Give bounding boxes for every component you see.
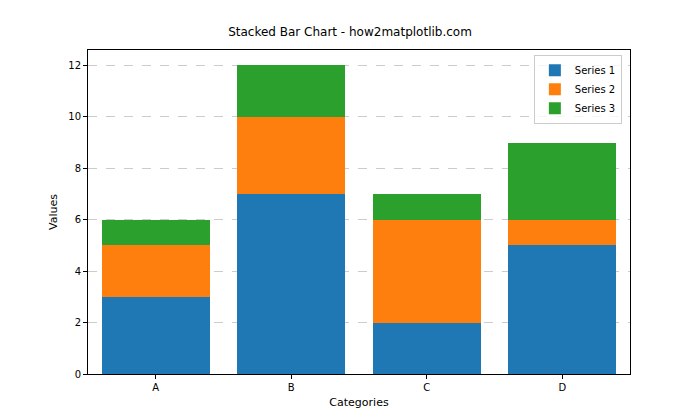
svg-text:12: 12 bbox=[68, 60, 81, 71]
svg-text:Series 1: Series 1 bbox=[575, 65, 615, 76]
svg-text:D: D bbox=[558, 382, 566, 393]
svg-text:6: 6 bbox=[75, 214, 81, 225]
svg-text:2: 2 bbox=[75, 317, 81, 328]
svg-text:Values: Values bbox=[47, 194, 60, 230]
svg-text:A: A bbox=[152, 382, 159, 393]
svg-text:Series 3: Series 3 bbox=[575, 103, 615, 114]
svg-text:10: 10 bbox=[68, 111, 81, 122]
svg-text:Series 2: Series 2 bbox=[575, 84, 615, 95]
svg-text:C: C bbox=[423, 382, 430, 393]
svg-text:B: B bbox=[288, 382, 295, 393]
svg-text:Stacked Bar Chart - how2matplo: Stacked Bar Chart - how2matplotlib.com bbox=[228, 25, 472, 39]
svg-text:4: 4 bbox=[75, 266, 81, 277]
svg-text:Categories: Categories bbox=[329, 396, 389, 409]
svg-text:8: 8 bbox=[75, 163, 81, 174]
svg-text:0: 0 bbox=[75, 369, 81, 380]
